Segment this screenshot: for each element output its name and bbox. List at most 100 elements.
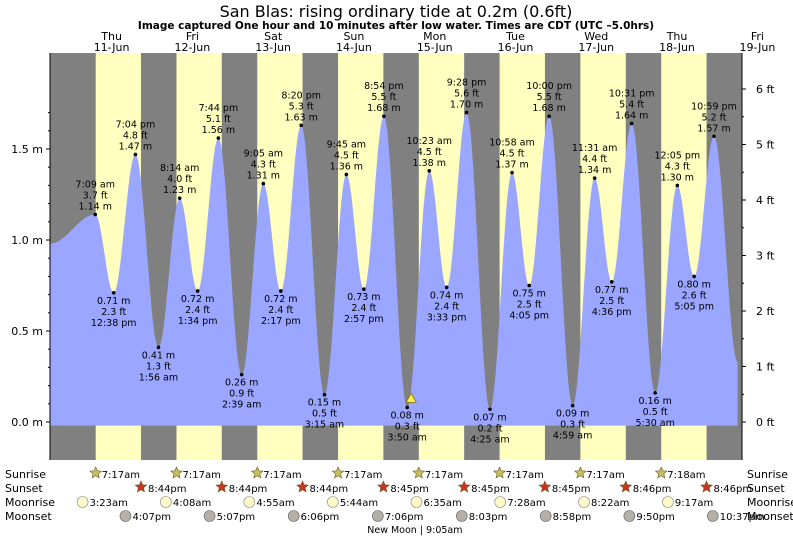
sunrise-time: 7:17am [182,470,220,481]
sunset-icon [296,480,309,493]
day-name: Mon [423,30,446,43]
low-tide-point [609,280,614,284]
low-tide-label: 2:17 pm [261,316,301,327]
low-tide-label: 0.74 m [430,290,463,301]
high-tide-point [133,152,138,157]
sunset-time: 8:45pm [471,484,510,495]
low-tide-point [405,405,410,410]
moonset-icon [372,510,384,522]
low-tide-label: 2.4 ft [185,305,210,316]
low-tide-point [488,407,492,412]
sunrise-icon [250,466,264,479]
high-tide-point [177,196,182,200]
high-tide-label: 12:05 pm [654,150,700,161]
high-tide-label: 11:31 am [572,143,617,154]
high-tide-label: 8:54 pm [364,81,404,92]
right-tick-label: 1 ft [756,361,775,374]
low-tide-label: 0.77 m [595,285,628,296]
low-tide-label: 4:05 pm [509,311,549,322]
sunset-time: 8:45pm [552,484,591,495]
moonset-icon [203,510,216,522]
tide-series [50,110,738,426]
high-tide-label: 1.57 m [697,123,730,134]
sunrise-icon [170,466,183,479]
high-tide-label: 4.8 ft [123,130,148,141]
moonset-time: 10:37pm [720,512,765,523]
moonrise-time: 7:28am [507,498,545,509]
low-tide-label: 0.72 m [264,294,297,305]
moonset-icon [456,510,468,522]
moonset-time: 5:07pm [217,512,256,523]
left-tick-label: 1.0 m [11,234,43,247]
sunrise-time: 7:18am [667,470,705,481]
low-tide-label: 2.4 ft [351,303,376,314]
left-tick-label: 0.0 m [11,416,43,429]
low-tide-label: 2.3 ft [101,307,126,318]
high-tide-point [712,134,716,139]
moonset-time: 4:07pm [132,512,171,523]
high-tide-point [261,181,266,186]
day-name: Wed [584,30,608,43]
right-tick-label: 0 ft [756,416,775,429]
low-tide-label: 5:05 pm [674,301,714,312]
high-tide-label: 4.0 ft [167,174,192,185]
sunrise-icon [573,466,587,479]
row-label-moonset-right: Moonset [747,510,793,523]
low-tide-label: 0.2 ft [477,423,502,434]
row-label-sunset-right: Sunset [747,482,785,495]
day-name: Sun [343,30,364,43]
low-tide-label: 1:34 pm [178,316,218,327]
high-tide-label: 7:09 am [76,180,115,191]
row-label-moonrise-right: Moonrise [747,496,793,509]
high-tide-label: 10:31 pm [609,89,655,100]
sunrise-icon [654,466,668,479]
high-tide-label: 1.68 m [367,103,400,114]
sunset-icon [457,480,471,493]
high-tide-label: 5.3 ft [289,101,314,112]
left-tick-label: 0.5 m [11,325,43,338]
sunrise-time: 7:17am [344,470,382,481]
sunset-icon [215,480,229,493]
sunset-icon [700,480,714,493]
low-tide-label: 2:39 am [222,400,261,411]
sunrise-time: 7:17am [506,470,544,481]
low-tide-label: 0.5 ft [643,407,668,418]
high-tide-label: 1.47 m [119,141,152,152]
moonrise-icon [76,496,89,508]
low-tide-label: 0.71 m [97,296,130,307]
low-tide-point [279,289,283,293]
right-tick-label: 3 ft [756,250,775,263]
right-axis-ft: 0 ft 1 ft 2 ft 3 ft 4 ft 5 ft 6 ft [741,53,775,460]
row-label-moonrise-left: Moonrise [5,496,55,509]
day-name: Fri [751,30,764,43]
low-tide-label: 0.3 ft [395,421,420,432]
high-tide-label: 3.7 ft [83,191,108,202]
high-tide-label: 1.38 m [413,158,446,169]
moonset-icon [539,510,552,522]
high-tide-label: 1.64 m [615,111,648,122]
high-tide-point [629,121,634,126]
low-tide-point [362,287,366,291]
day-date: 15-Jun [417,41,453,54]
day-date: 14-Jun [336,41,372,54]
day-name: Tue [505,30,525,43]
low-tide-label: 3:15 am [305,420,344,431]
low-tide-label: 0.80 m [677,279,710,290]
day-date: 12-Jun [174,41,210,54]
sunrise-time: 7:17am [425,470,463,481]
high-tide-label: 5.5 ft [371,92,396,103]
moonset-time: 8:03pm [469,512,508,523]
day-headers: Thu11-JunFri12-JunSat13-JunSun14-JunMon1… [94,30,776,54]
high-tide-label: 4.5 ft [500,149,525,160]
high-tide-label: 1.68 m [532,103,565,114]
right-tick-label: 5 ft [756,139,775,152]
sunrise-time: 7:17am [263,470,301,481]
low-tide-point [322,392,327,397]
high-tide-label: 10:59 pm [691,101,737,112]
moonset-time: 8:58pm [553,512,592,523]
low-tide-label: 0.41 m [142,350,175,361]
sunset-time: 8:44pm [229,484,268,495]
low-tide-label: 0.09 m [556,409,589,420]
row-label-sunset-left: Sunset [5,482,43,495]
sunset-time: 8:46pm [714,484,753,495]
